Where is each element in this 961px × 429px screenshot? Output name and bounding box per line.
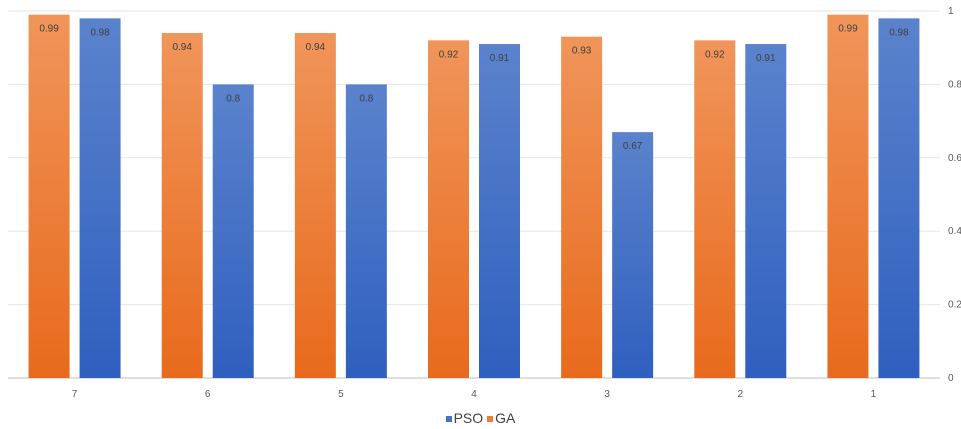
- bar-ga-5: [294, 33, 336, 379]
- data-label-pso-4: 0.91: [490, 53, 510, 64]
- data-label-pso-1: 0.98: [889, 27, 909, 38]
- bar-ga-6: [161, 33, 203, 379]
- y-tick-label: 0.2: [948, 300, 961, 311]
- y-tick-label: 0.4: [948, 226, 961, 237]
- bar-pso-2: [745, 44, 787, 378]
- bar-pso-4: [479, 44, 520, 378]
- data-label-ga-2: 0.92: [705, 49, 725, 60]
- bar-ga-4: [428, 40, 469, 379]
- bar-pso-6: [212, 84, 254, 379]
- data-label-ga-5: 0.94: [306, 42, 326, 53]
- bars: [28, 14, 920, 379]
- data-label-ga-3: 0.93: [572, 46, 592, 57]
- bar-ga-2: [694, 40, 736, 379]
- bar-ga-1: [827, 14, 869, 378]
- data-labels: 0.99 0.98 0.94 0.8 0.94 0.8 0.92 0.91 0.93 0.67 0.…: [39, 24, 909, 152]
- gridlines: [8, 10, 940, 379]
- x-axis-ticks: 7 6 5 4 3 2 1: [72, 389, 877, 400]
- bar-ga-7: [28, 14, 70, 378]
- bar-pso-3: [612, 132, 654, 378]
- x-tick-label: 7: [72, 389, 78, 400]
- legend: PSO GA: [0, 410, 961, 426]
- x-tick-label: 2: [738, 389, 744, 400]
- legend-item-ga: GA: [487, 410, 515, 426]
- y-tick-label: 0.6: [948, 153, 961, 164]
- x-tick-label: 4: [471, 389, 477, 400]
- legend-swatch-ga: [487, 416, 494, 423]
- legend-label-ga: GA: [495, 410, 516, 426]
- bar-pso-1: [878, 18, 920, 379]
- data-label-ga-4: 0.92: [439, 49, 459, 60]
- data-label-pso-3: 0.67: [623, 141, 643, 152]
- data-label-ga-7: 0.99: [39, 24, 59, 35]
- x-tick-label: 6: [205, 389, 211, 400]
- legend-item-pso: PSO: [445, 410, 484, 426]
- x-tick-label: 3: [604, 389, 610, 400]
- data-label-ga-1: 0.99: [838, 24, 858, 35]
- x-tick-label: 5: [338, 389, 344, 400]
- y-tick-label: 0: [948, 373, 954, 384]
- data-label-ga-6: 0.94: [172, 42, 192, 53]
- bar-pso-5: [345, 84, 387, 379]
- y-tick-label: 0.8: [948, 79, 961, 90]
- x-tick-label: 1: [871, 389, 877, 400]
- bar-ga-3: [561, 36, 603, 378]
- y-tick-label: 1: [948, 6, 954, 17]
- y-axis-ticks: 0 0.2 0.4 0.6 0.8 1: [948, 6, 961, 384]
- data-label-pso-7: 0.98: [90, 27, 110, 38]
- legend-label-pso: PSO: [453, 410, 484, 426]
- bar-pso-7: [79, 18, 121, 379]
- data-label-pso-5: 0.8: [359, 93, 373, 104]
- legend-swatch-pso: [445, 416, 452, 423]
- data-label-pso-6: 0.8: [226, 93, 240, 104]
- data-label-pso-2: 0.91: [756, 53, 776, 64]
